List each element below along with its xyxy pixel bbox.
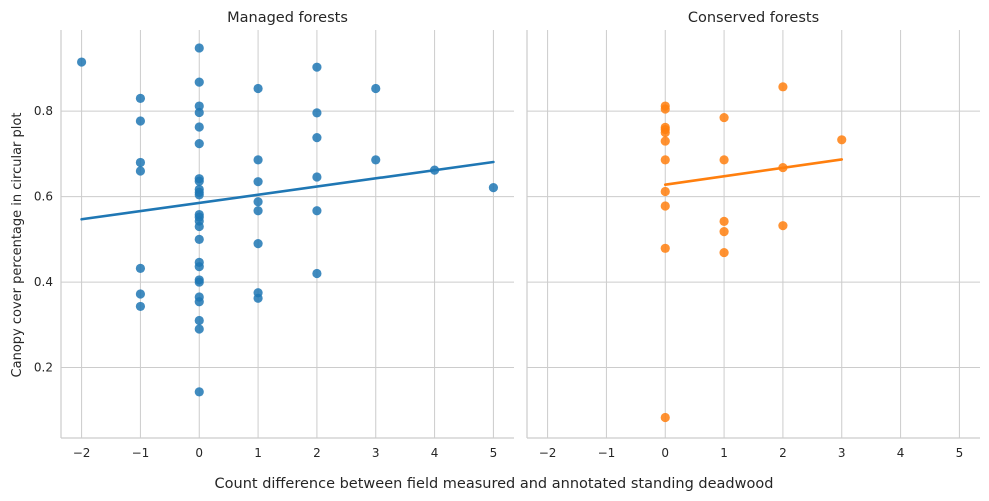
x-tick-label: 0 [195, 446, 203, 460]
y-tick-label: 0.4 [34, 275, 53, 289]
data-point [837, 135, 847, 145]
data-point [194, 43, 204, 53]
data-point [660, 155, 670, 165]
x-tick-label: 1 [254, 446, 262, 460]
data-point [312, 172, 322, 182]
data-point [194, 221, 204, 232]
x-tick-label: 2 [779, 446, 787, 460]
x-tick-label: 3 [838, 446, 846, 460]
data-point [660, 186, 670, 197]
data-point [778, 82, 788, 92]
panel-title: Conserved forests [688, 10, 819, 26]
data-point [660, 412, 670, 423]
data-point [660, 201, 670, 211]
x-tick-label: 5 [490, 446, 498, 460]
data-point [135, 116, 146, 126]
data-point [194, 315, 204, 326]
data-point [194, 122, 204, 132]
x-tick-label: −1 [132, 446, 150, 460]
data-point [660, 104, 670, 114]
data-point [312, 268, 322, 279]
data-point [194, 324, 204, 334]
panel-title: Managed forests [227, 10, 348, 26]
data-point [660, 243, 670, 253]
data-point [312, 206, 322, 216]
data-point [135, 93, 146, 103]
x-tick-label: −1 [598, 446, 616, 460]
data-point [371, 155, 381, 165]
figure-x-axis-label: Count difference between field measured … [215, 476, 774, 492]
data-point [135, 166, 146, 176]
data-point [778, 221, 788, 231]
data-point [135, 301, 146, 312]
data-point [135, 263, 146, 273]
data-point [312, 133, 322, 143]
data-point [135, 289, 146, 299]
data-point [135, 157, 146, 168]
data-point [719, 247, 729, 258]
data-point [194, 101, 204, 111]
data-point [194, 387, 204, 397]
x-tick-label: −2 [539, 446, 557, 460]
x-tick-label: 1 [720, 446, 728, 460]
data-point [371, 83, 381, 94]
data-point [194, 176, 204, 186]
data-point [660, 127, 670, 138]
data-point [312, 108, 322, 118]
data-point [719, 155, 729, 165]
figure-y-axis-label: Canopy cover percentage in circular plot [10, 113, 25, 378]
data-point [194, 77, 204, 87]
data-point [194, 297, 204, 307]
data-point [488, 183, 499, 193]
panel-conserved-forests: −2 −1 0 1 2 3 4 5 Conserved forests [526, 10, 980, 460]
panel-managed-forests: −2 −1 0 1 2 3 4 5 0.2 0.4 0.6 0.8 Managed forests [34, 10, 514, 460]
data-point [194, 262, 204, 272]
data-point [719, 227, 729, 237]
data-point [194, 234, 204, 244]
data-point [194, 107, 204, 118]
data-point [719, 216, 729, 226]
data-point [194, 190, 204, 200]
data-point [660, 136, 670, 146]
data-point [253, 206, 263, 216]
data-point [253, 293, 263, 303]
data-point [253, 239, 263, 249]
x-tick-label: 0 [661, 446, 669, 460]
x-tick-label: 5 [956, 446, 964, 460]
data-point [253, 197, 263, 207]
y-tick-label: 0.6 [34, 190, 53, 204]
data-point [253, 83, 263, 94]
y-tick-label: 0.2 [34, 361, 53, 375]
data-point [194, 139, 204, 149]
x-tick-label: 3 [372, 446, 380, 460]
data-point [253, 155, 263, 165]
data-point [76, 57, 87, 67]
x-tick-label: 4 [431, 446, 439, 460]
data-point [253, 177, 263, 187]
x-tick-label: 4 [897, 446, 905, 460]
data-point [719, 112, 729, 123]
regression-line [663, 158, 844, 186]
data-point [312, 62, 322, 72]
data-point [194, 277, 204, 287]
x-tick-label: 2 [313, 446, 321, 460]
x-tick-label: −2 [73, 446, 91, 460]
regression-line [80, 160, 495, 221]
y-tick-label: 0.8 [34, 104, 53, 118]
